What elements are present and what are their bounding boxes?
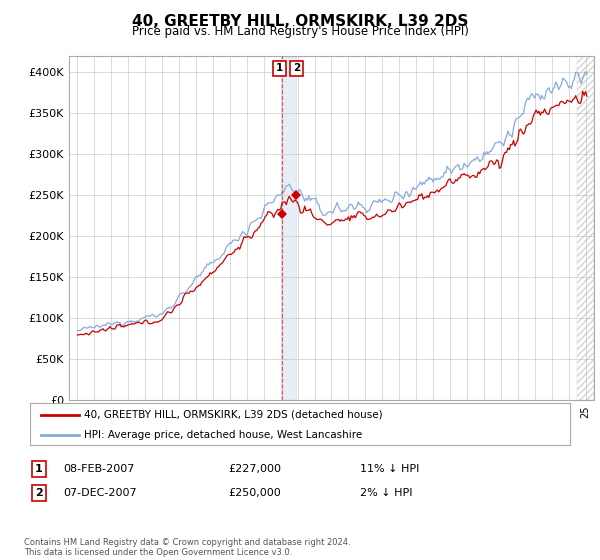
Text: HPI: Average price, detached house, West Lancashire: HPI: Average price, detached house, West…: [84, 430, 362, 440]
Text: 1: 1: [35, 464, 43, 474]
Text: £227,000: £227,000: [228, 464, 281, 474]
Text: 2: 2: [293, 63, 300, 73]
Text: 2% ↓ HPI: 2% ↓ HPI: [360, 488, 413, 498]
Text: 40, GREETBY HILL, ORMSKIRK, L39 2DS: 40, GREETBY HILL, ORMSKIRK, L39 2DS: [132, 14, 468, 29]
Bar: [282, 56, 296, 400]
Text: £250,000: £250,000: [228, 488, 281, 498]
Text: Price paid vs. HM Land Registry's House Price Index (HPI): Price paid vs. HM Land Registry's House …: [131, 25, 469, 38]
Text: 40, GREETBY HILL, ORMSKIRK, L39 2DS (detached house): 40, GREETBY HILL, ORMSKIRK, L39 2DS (det…: [84, 410, 383, 420]
Text: 11% ↓ HPI: 11% ↓ HPI: [360, 464, 419, 474]
Text: 08-FEB-2007: 08-FEB-2007: [63, 464, 134, 474]
Text: 2: 2: [35, 488, 43, 498]
Text: 07-DEC-2007: 07-DEC-2007: [63, 488, 137, 498]
Text: Contains HM Land Registry data © Crown copyright and database right 2024.
This d: Contains HM Land Registry data © Crown c…: [24, 538, 350, 557]
Text: 1: 1: [276, 63, 283, 73]
